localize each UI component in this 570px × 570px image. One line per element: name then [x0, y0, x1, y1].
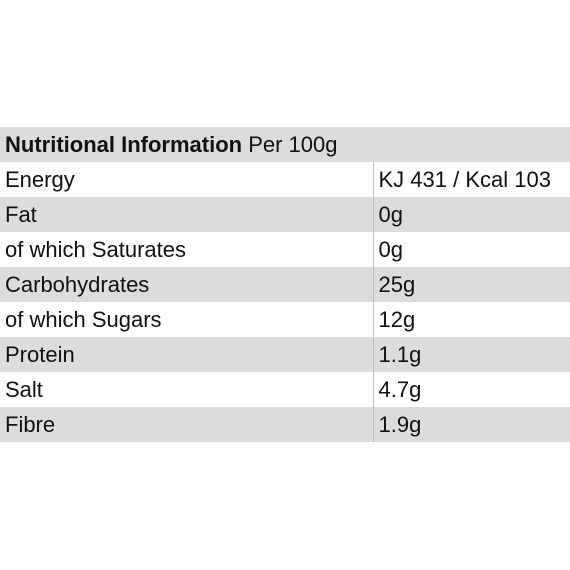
row-value: KJ 431 / Kcal 103	[372, 162, 570, 197]
row-value: 0g	[372, 197, 570, 232]
table-row-saturates: of which Saturates 0g	[0, 232, 570, 267]
table-row-energy: Energy KJ 431 / Kcal 103	[0, 162, 570, 197]
table-title-rest: Per 100g	[242, 131, 338, 157]
table-row-fibre: Fibre 1.9g	[0, 407, 570, 442]
table-title-bold: Nutritional Information	[5, 131, 243, 157]
nutrition-table: Nutritional Information Per 100g Energy …	[0, 127, 570, 442]
row-value: 1.1g	[372, 337, 570, 372]
row-label: Carbohydrates	[0, 267, 373, 302]
row-label: Energy	[5, 166, 75, 192]
row-label: Fat	[0, 197, 373, 232]
row-label: Salt	[5, 376, 43, 402]
table-row-salt: Salt 4.7g	[0, 372, 570, 407]
row-value: 12g	[372, 302, 570, 337]
row-label: Fibre	[0, 407, 373, 442]
table-title: Nutritional Information Per 100g	[0, 127, 570, 162]
table-row-carbohydrates: Carbohydrates 25g	[0, 267, 570, 302]
row-value: 25g	[372, 267, 570, 302]
row-value: 1.9g	[372, 407, 570, 442]
row-value: 0g	[372, 232, 570, 267]
table-header-row: Nutritional Information Per 100g	[0, 127, 570, 162]
row-label: of which Saturates	[5, 236, 186, 262]
table-row-protein: Protein 1.1g	[0, 337, 570, 372]
row-value: 4.7g	[372, 372, 570, 407]
row-label: of which Sugars	[5, 306, 162, 332]
table-row-fat: Fat 0g	[0, 197, 570, 232]
table-row-sugars: of which Sugars 12g	[0, 302, 570, 337]
row-label: Protein	[0, 337, 373, 372]
